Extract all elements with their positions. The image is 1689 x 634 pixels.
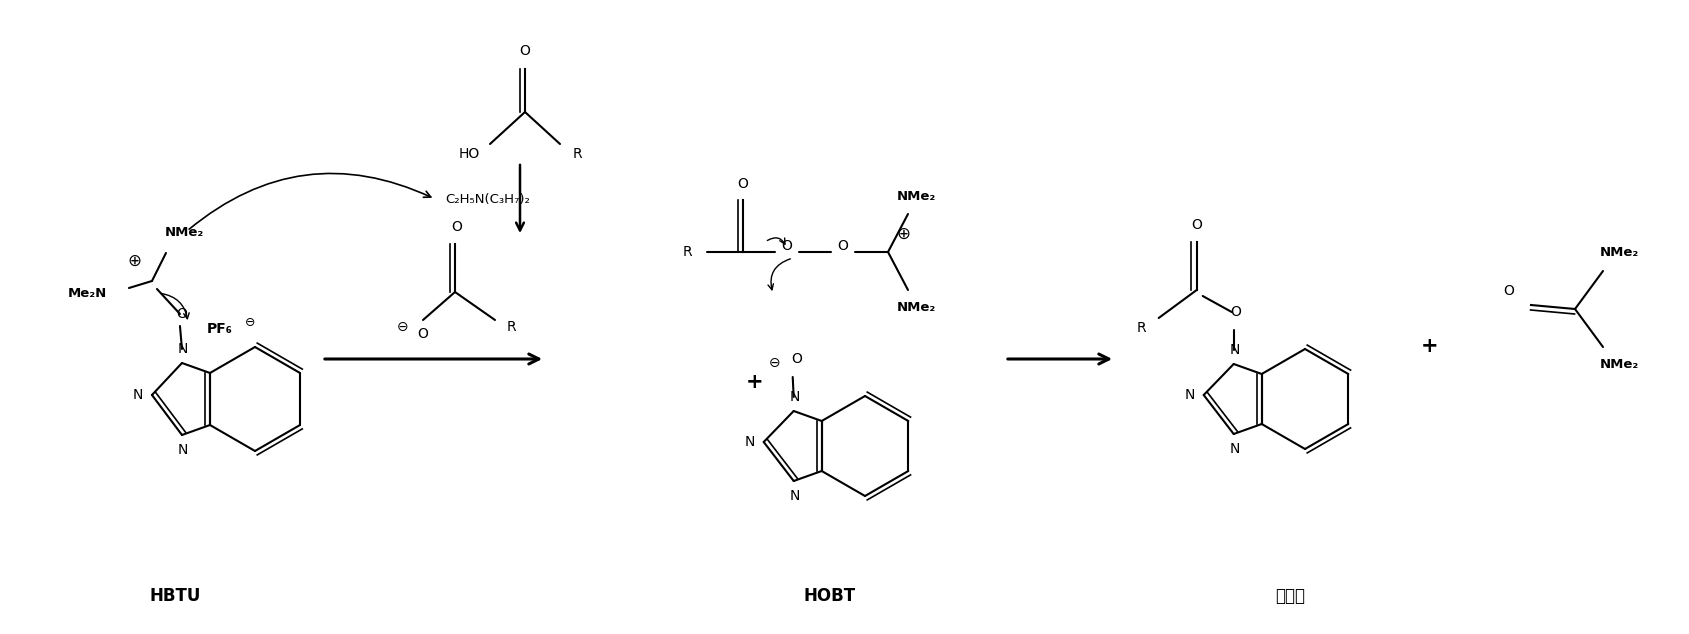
- Text: 活化酯: 活化酯: [1275, 587, 1306, 605]
- Text: R: R: [1137, 321, 1147, 335]
- Text: HO: HO: [458, 147, 480, 161]
- Text: O: O: [1191, 218, 1203, 232]
- Text: N: N: [1230, 343, 1240, 357]
- Text: O: O: [790, 352, 802, 366]
- Text: O: O: [417, 327, 429, 341]
- Text: O: O: [1230, 305, 1241, 319]
- Text: NMe₂: NMe₂: [164, 226, 204, 240]
- Text: NMe₂: NMe₂: [897, 301, 936, 313]
- Text: O: O: [738, 177, 748, 191]
- FancyArrowPatch shape: [767, 238, 785, 244]
- Text: N: N: [1184, 388, 1194, 402]
- Text: N: N: [133, 388, 144, 402]
- Text: HOBT: HOBT: [804, 587, 856, 605]
- Text: N: N: [789, 390, 801, 404]
- Text: ⊖: ⊖: [768, 356, 780, 370]
- Text: HBTU: HBTU: [149, 587, 201, 605]
- Text: NMe₂: NMe₂: [1599, 358, 1638, 372]
- Text: PF₆: PF₆: [208, 322, 233, 336]
- Text: ⊕: ⊕: [897, 225, 910, 243]
- Text: +: +: [1420, 336, 1439, 356]
- FancyArrowPatch shape: [768, 259, 790, 290]
- Text: O: O: [838, 239, 848, 253]
- Text: C₂H₅N(C₃H₇)₂: C₂H₅N(C₃H₇)₂: [446, 193, 530, 205]
- Text: ⊖: ⊖: [245, 316, 255, 328]
- Text: R: R: [682, 245, 692, 259]
- FancyArrowPatch shape: [160, 294, 189, 319]
- Text: R: R: [573, 147, 581, 161]
- Text: Me₂N: Me₂N: [68, 287, 106, 299]
- Text: N: N: [177, 342, 187, 356]
- Text: ⊕: ⊕: [127, 252, 140, 270]
- Text: O: O: [177, 307, 187, 321]
- Text: O: O: [520, 44, 530, 58]
- Text: N: N: [745, 435, 755, 449]
- Text: NMe₂: NMe₂: [1599, 247, 1638, 259]
- Text: O: O: [451, 220, 463, 234]
- Text: R: R: [507, 320, 515, 334]
- Text: O: O: [1503, 284, 1515, 298]
- Text: NMe₂: NMe₂: [897, 190, 936, 204]
- Text: O: O: [782, 239, 792, 253]
- Text: N: N: [789, 489, 801, 503]
- Text: N: N: [177, 443, 187, 457]
- Text: +: +: [747, 372, 763, 392]
- Text: ⊖: ⊖: [397, 320, 409, 334]
- FancyArrowPatch shape: [189, 174, 431, 230]
- Text: N: N: [1230, 442, 1240, 456]
